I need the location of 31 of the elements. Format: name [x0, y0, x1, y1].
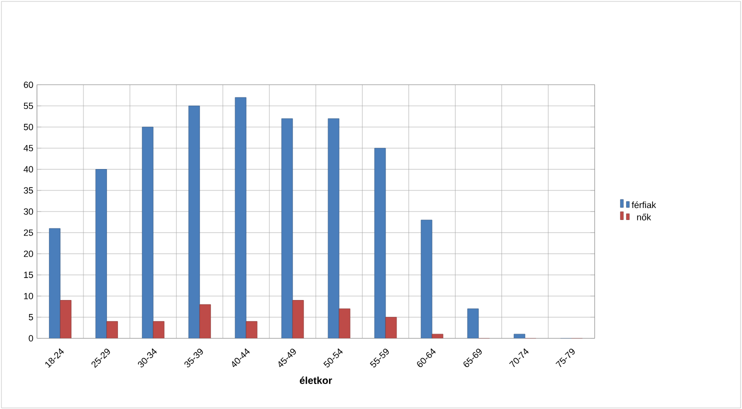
- y-tick-label: 0: [28, 334, 34, 342]
- y-tick-label: 20: [24, 250, 34, 257]
- y-tick-label: 50: [24, 124, 34, 130]
- y-tick-label: 15: [24, 272, 34, 278]
- y-tick-label: 60: [24, 81, 34, 88]
- bar: [420, 220, 432, 338]
- y-tick-label: 55: [24, 102, 34, 109]
- bar: [49, 228, 60, 338]
- legend-label: nők: [637, 213, 652, 220]
- y-tick-label: 25: [24, 229, 34, 236]
- bar: [188, 106, 200, 338]
- bar: [374, 148, 386, 338]
- y-tick-label: 5: [28, 314, 34, 320]
- bar: [152, 321, 164, 338]
- bar: [281, 118, 293, 338]
- bar: [246, 321, 258, 338]
- y-tick-label: 35: [24, 187, 34, 194]
- bar: [292, 300, 304, 338]
- y-tick-label: 40: [24, 166, 34, 172]
- x-axis-title: életkor: [300, 376, 332, 384]
- bar: [328, 118, 340, 338]
- bar: [199, 304, 211, 338]
- y-tick-label: 10: [24, 292, 34, 300]
- bar: [60, 300, 72, 338]
- legend-label: férfiak: [632, 201, 656, 208]
- y-tick-label: 30: [24, 208, 34, 215]
- bar: [106, 321, 118, 338]
- bar: [234, 97, 246, 338]
- bar: [142, 126, 154, 338]
- bar: [95, 168, 107, 338]
- y-tick-label: 45: [24, 144, 34, 152]
